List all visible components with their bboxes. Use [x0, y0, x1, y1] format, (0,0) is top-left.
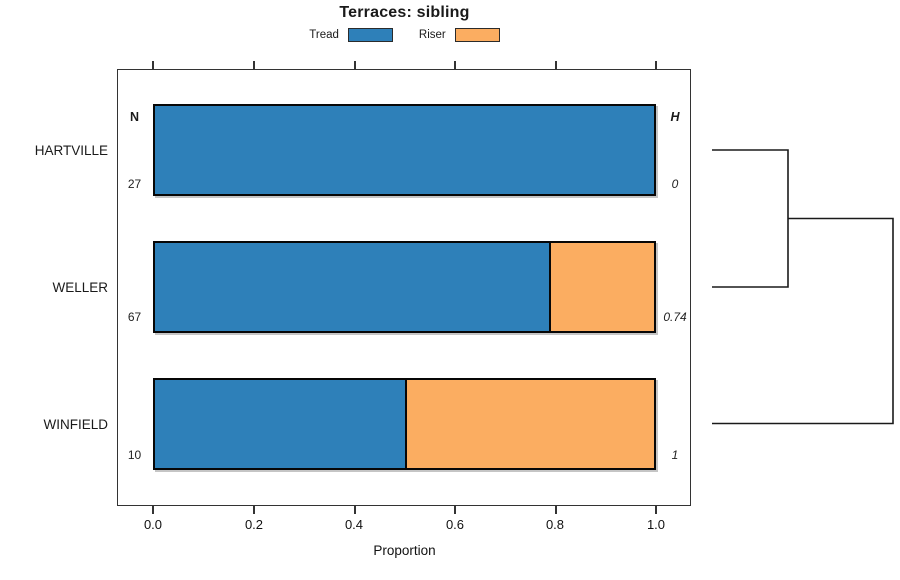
chart-title: Terraces: sibling — [339, 4, 470, 21]
top-tick-1 — [253, 61, 255, 69]
row-label-hartville: HARTVILLE — [34, 143, 108, 158]
bottom-tick-1 — [253, 506, 255, 514]
h-value-winfield: 1 — [671, 448, 679, 462]
legend-item-riser: Riser — [419, 28, 500, 42]
top-tick-3 — [454, 61, 456, 69]
x-axis-title: Proportion — [373, 543, 436, 558]
x-tick-label-3: 0.6 — [445, 517, 465, 532]
bottom-tick-3 — [454, 506, 456, 514]
tread-segment — [155, 380, 405, 468]
bar-winfield — [153, 378, 656, 470]
bottom-tick-0 — [152, 506, 154, 514]
x-tick-label-2: 0.4 — [344, 517, 364, 532]
x-tick-label-4: 0.8 — [545, 517, 565, 532]
top-tick-0 — [152, 61, 154, 69]
riser-segment — [404, 380, 654, 468]
dendrogram-branch-winfield — [712, 217, 894, 425]
bottom-tick-4 — [555, 506, 557, 514]
bottom-tick-2 — [354, 506, 356, 514]
dendrogram — [712, 149, 894, 425]
bar-weller — [153, 241, 656, 333]
riser-color-swatch — [454, 28, 500, 42]
riser-segment — [549, 243, 654, 331]
legend-label-tread: Tread — [309, 29, 339, 41]
n-column-header: N — [129, 110, 140, 124]
tread-color-swatch — [347, 28, 393, 42]
x-tick-label-5: 1.0 — [646, 517, 666, 532]
n-value-winfield: 10 — [127, 448, 142, 462]
n-value-hartville: 27 — [127, 177, 142, 191]
n-value-weller: 67 — [127, 310, 142, 324]
x-tick-label-0: 0.0 — [143, 517, 163, 532]
row-label-weller: WELLER — [52, 280, 108, 295]
legend: Tread Riser — [117, 26, 692, 44]
top-tick-2 — [354, 61, 356, 69]
tread-segment — [155, 106, 654, 194]
legend-item-tread: Tread — [309, 28, 393, 42]
h-value-weller: 0.74 — [663, 310, 687, 324]
bottom-tick-5 — [655, 506, 657, 514]
tread-segment — [155, 243, 550, 331]
bar-hartville — [153, 104, 656, 196]
top-tick-5 — [655, 61, 657, 69]
h-column-header: H — [670, 110, 680, 124]
h-value-hartville: 0 — [671, 177, 679, 191]
x-tick-label-1: 0.2 — [244, 517, 264, 532]
top-tick-4 — [555, 61, 557, 69]
row-label-winfield: WINFIELD — [43, 417, 108, 432]
legend-label-riser: Riser — [418, 29, 446, 41]
dendrogram-branch-hartville-weller — [712, 149, 789, 288]
